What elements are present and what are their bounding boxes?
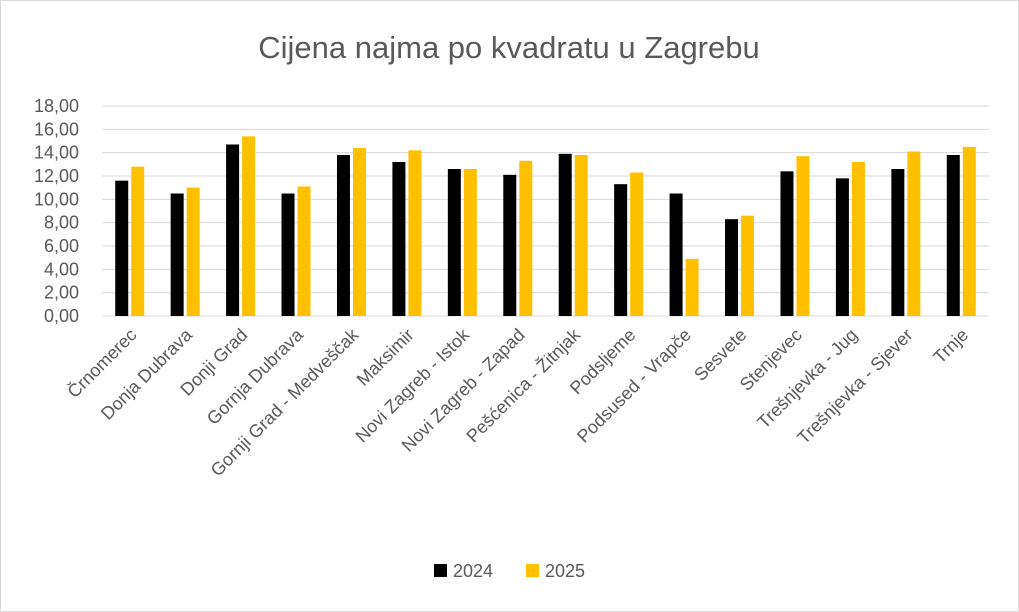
bar-2025-1 bbox=[186, 187, 200, 316]
y-tick-label: 10,00 bbox=[34, 189, 79, 209]
bar-2025-6 bbox=[463, 169, 477, 316]
bar-2024-14 bbox=[891, 169, 905, 316]
bar-2025-4 bbox=[352, 148, 366, 316]
bar-2024-7 bbox=[503, 174, 517, 316]
bar-2025-14 bbox=[907, 151, 921, 316]
bar-2024-8 bbox=[558, 153, 572, 316]
bar-2024-10 bbox=[669, 193, 683, 316]
bar-2024-4 bbox=[336, 155, 350, 316]
bar-2024-15 bbox=[946, 155, 960, 316]
y-tick-label: 8,00 bbox=[44, 213, 79, 233]
category-label: Trešnjevka - Jug bbox=[753, 325, 861, 433]
legend-label-2024: 2024 bbox=[453, 561, 493, 581]
y-tick-label: 6,00 bbox=[44, 236, 79, 256]
y-tick-label: 4,00 bbox=[44, 259, 79, 279]
y-tick-label: 16,00 bbox=[34, 119, 79, 139]
y-tick-label: 2,00 bbox=[44, 283, 79, 303]
bar-2024-1 bbox=[170, 193, 184, 316]
bar-2025-5 bbox=[408, 150, 422, 316]
bar-2025-7 bbox=[519, 160, 533, 316]
bar-2024-5 bbox=[392, 162, 406, 316]
bar-2024-13 bbox=[835, 178, 849, 316]
legend-label-2025: 2025 bbox=[545, 561, 585, 581]
legend: 2024 2025 bbox=[434, 561, 585, 581]
y-axis-ticks: 0,00 2,00 4,00 6,00 8,00 10,00 12,00 14,00 16,00… bbox=[34, 96, 79, 326]
category-label: Gornja Dubrava bbox=[203, 324, 308, 429]
legend-swatch-2025 bbox=[526, 564, 539, 577]
bar-2024-0 bbox=[115, 180, 129, 316]
bar-2025-13 bbox=[851, 162, 865, 316]
bar-2025-11 bbox=[741, 215, 755, 316]
bar-2025-3 bbox=[297, 186, 311, 316]
bars bbox=[115, 136, 976, 316]
bar-2024-2 bbox=[226, 144, 240, 316]
bar-2024-9 bbox=[614, 184, 628, 316]
y-tick-label: 18,00 bbox=[34, 96, 79, 116]
category-label: Trnje bbox=[929, 325, 972, 368]
y-tick-label: 0,00 bbox=[44, 306, 79, 326]
bar-2024-12 bbox=[780, 171, 794, 316]
chart-title: Cijena najma po kvadratu u Zagrebu bbox=[258, 30, 759, 65]
y-tick-label: 12,00 bbox=[34, 166, 79, 186]
bar-2025-9 bbox=[630, 172, 644, 316]
bar-2025-15 bbox=[962, 146, 976, 316]
legend-swatch-2024 bbox=[434, 564, 447, 577]
bar-2024-6 bbox=[447, 169, 461, 316]
bar-2025-12 bbox=[796, 156, 810, 316]
bar-2025-8 bbox=[574, 155, 588, 316]
bar-2025-10 bbox=[685, 258, 699, 316]
y-tick-label: 14,00 bbox=[34, 143, 79, 163]
bar-2024-3 bbox=[281, 193, 295, 316]
bar-2025-2 bbox=[242, 136, 256, 316]
bar-2025-0 bbox=[131, 166, 145, 316]
bar-2024-11 bbox=[725, 219, 739, 316]
